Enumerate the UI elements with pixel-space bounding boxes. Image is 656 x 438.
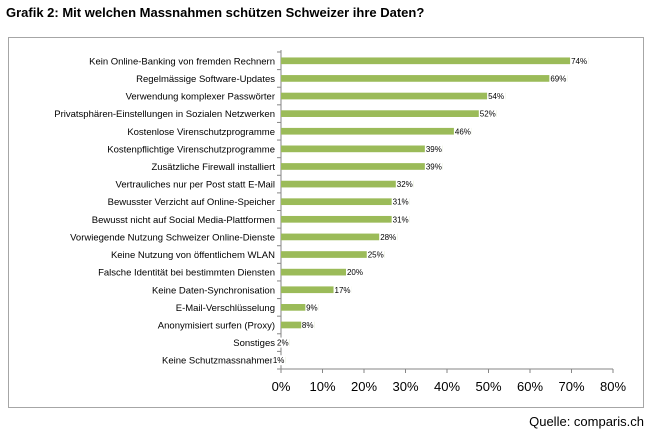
category-label: Sonstiges: [233, 338, 275, 349]
data-label: 74%: [571, 57, 587, 66]
category-label: Vertrauliches nur per Post statt E-Mail: [116, 180, 275, 191]
data-label-background: [424, 143, 443, 154]
bar: [281, 286, 352, 294]
bar: [281, 268, 364, 276]
bar: [281, 304, 319, 311]
x-tick-label: 70%: [558, 379, 584, 394]
bar: [281, 198, 410, 206]
bar: [281, 92, 506, 100]
category-label: Keine Daten-Synchronisation: [152, 285, 275, 296]
category-label: Zusätzliche Firewall installiert: [151, 162, 275, 173]
category-label: Kein Online-Banking von fremden Rechnern: [89, 56, 275, 67]
category-label: Verwendung komplexer Passwörter: [126, 92, 275, 103]
data-label-background: [453, 126, 472, 137]
data-label-background: [478, 108, 497, 119]
source-note: Quelle: comparis.ch: [529, 414, 644, 429]
x-tick-label: 10%: [309, 379, 335, 394]
bar: [281, 75, 568, 82]
data-label: 46%: [455, 127, 471, 136]
bar: [281, 321, 315, 329]
data-label-background: [549, 73, 568, 84]
data-label: 69%: [550, 74, 566, 83]
data-label: 28%: [380, 233, 396, 242]
data-label: 39%: [426, 162, 442, 171]
bar: [281, 163, 443, 170]
bar: [281, 57, 589, 65]
x-tick-label: 20%: [351, 379, 377, 394]
category-label: E-Mail-Verschlüsselung: [176, 303, 275, 314]
data-label: 31%: [393, 198, 409, 207]
data-label: 9%: [306, 303, 318, 312]
data-label-background: [276, 337, 290, 348]
data-label: 20%: [347, 268, 363, 277]
data-label-background: [366, 249, 385, 260]
chart-area: 0% 10% 20% 30% 40% 50% 60% 70% 80% Kein Online-Ba…: [8, 37, 644, 408]
x-tick-label: 80%: [600, 379, 626, 394]
category-label: Vorwiegende Nutzung Schweizer Online-Die…: [70, 232, 275, 243]
chart-title: Grafik 2: Mit welchen Massnahmen schütze…: [6, 5, 425, 20]
data-label-background: [391, 196, 410, 207]
data-label-background: [424, 161, 443, 172]
data-label: 39%: [426, 145, 442, 154]
category-label: Keine Schutzmassnahmen: [162, 356, 275, 367]
bar: [281, 180, 414, 188]
data-label: 54%: [488, 92, 504, 101]
data-label-background: [333, 284, 352, 295]
category-label: Bewusster Verzicht auf Online-Speicher: [108, 197, 275, 208]
x-tick-label: 30%: [392, 379, 418, 394]
data-label: 32%: [397, 180, 413, 189]
x-tick-label: 0%: [272, 379, 291, 394]
category-label: Regelmässige Software-Updates: [136, 74, 275, 85]
data-label: 1%: [273, 356, 285, 365]
data-label-background: [346, 267, 364, 278]
data-label: 2%: [277, 339, 289, 348]
data-label-background: [395, 179, 414, 190]
bar: [281, 127, 472, 135]
bar: [281, 233, 398, 241]
data-label: 31%: [393, 215, 409, 224]
bar: [281, 110, 497, 117]
category-label: Anonymisiert surfen (Proxy): [158, 320, 275, 331]
x-tick-label: 60%: [517, 379, 543, 394]
bar: [281, 215, 410, 223]
bar-chart: 0% 10% 20% 30% 40% 50% 60% 70% 80% Kein Online-Ba…: [54, 50, 626, 394]
category-label: Keine Nutzung von öffentlichem WLAN: [111, 250, 275, 261]
x-tick-label: 50%: [475, 379, 501, 394]
data-label: 25%: [368, 251, 384, 260]
category-label: Kostenpflichtige Virenschutzprogramme: [107, 144, 275, 155]
bar: [281, 251, 385, 258]
category-label: Bewusst nicht auf Social Media-Plattform…: [92, 215, 275, 226]
data-label-background: [379, 231, 398, 242]
category-label: Kostenlose Virenschutzprogramme: [127, 127, 275, 138]
data-label: 52%: [480, 110, 496, 119]
data-label-background: [570, 55, 589, 66]
data-label-background: [487, 91, 506, 102]
bar: [281, 145, 443, 153]
x-tick-label: 40%: [434, 379, 460, 394]
data-label-background: [305, 302, 319, 313]
data-label-background: [391, 214, 410, 225]
category-label: Privatsphären-Einstellungen in Sozialen …: [54, 109, 275, 120]
data-label-background: [301, 319, 315, 330]
data-label-background: [272, 355, 286, 366]
category-label: Falsche Identität bei bestimmten Dienste…: [98, 268, 275, 279]
data-label: 8%: [302, 321, 314, 330]
data-label: 17%: [335, 286, 351, 295]
